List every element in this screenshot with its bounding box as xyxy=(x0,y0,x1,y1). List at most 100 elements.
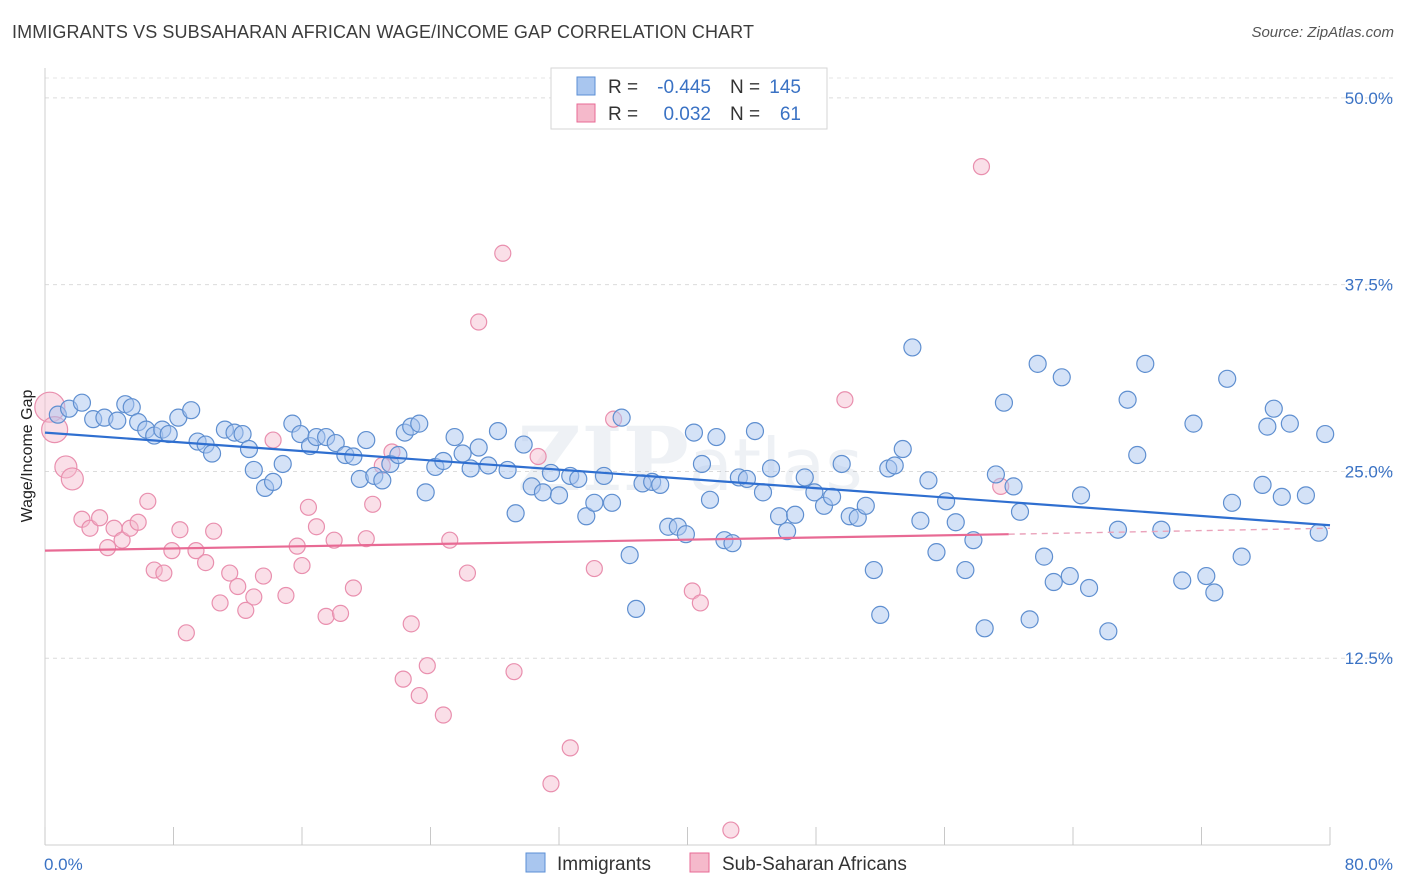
immigrants-point xyxy=(1222,493,1242,512)
immigrants-point xyxy=(919,471,938,490)
sub-saharan-point xyxy=(691,594,709,612)
immigrants-point xyxy=(498,460,517,480)
immigrants-point xyxy=(344,447,363,466)
sub-saharan-point xyxy=(494,244,512,262)
sub-saharan-point xyxy=(441,531,459,549)
immigrants-point xyxy=(822,487,842,506)
immigrants-point xyxy=(488,421,508,441)
immigrants-point xyxy=(903,338,922,357)
immigrants-point xyxy=(1296,486,1316,505)
immigrants-point xyxy=(871,605,890,624)
immigrants-point xyxy=(326,433,345,453)
sub-saharan-point xyxy=(364,495,382,513)
sub-saharan-point xyxy=(418,657,436,675)
immigrants-point xyxy=(1079,578,1099,598)
sub-saharan-point xyxy=(254,567,273,585)
immigrants-point xyxy=(577,507,596,526)
immigrants-point xyxy=(956,560,975,580)
source-label: Source: ZipAtlas.com xyxy=(1251,24,1394,41)
legend-r-label-1: R = xyxy=(608,77,638,98)
immigrants-point xyxy=(569,469,588,489)
sub-saharan-point xyxy=(293,556,311,575)
immigrants-point xyxy=(946,513,965,532)
immigrants-point xyxy=(182,401,201,420)
legend-n-label-2: N = xyxy=(730,104,760,125)
immigrants-point xyxy=(885,456,904,475)
series-legend: Immigrants Sub-Saharan Africans xyxy=(525,852,907,875)
y-tick-label: 50.0% xyxy=(1345,89,1393,108)
immigrants-point xyxy=(373,471,392,490)
immigrants-point xyxy=(692,454,712,474)
immigrants-point xyxy=(1184,414,1203,433)
immigrants-point xyxy=(753,483,773,502)
blue-swatch xyxy=(576,76,596,96)
x-axis-ticks xyxy=(44,827,1331,845)
sub-saharan-point xyxy=(434,706,452,724)
immigrants-point xyxy=(1316,424,1335,444)
legend-n-value-2: 61 xyxy=(780,104,801,125)
legend-r-value-2: 0.032 xyxy=(663,104,711,125)
immigrants-point xyxy=(594,466,614,486)
immigrants-point xyxy=(72,393,92,412)
immigrants-point xyxy=(856,496,875,515)
sub-saharan-point xyxy=(145,561,163,579)
immigrants-point xyxy=(700,490,720,509)
sub-saharan-point xyxy=(155,564,173,582)
immigrants-point xyxy=(745,421,765,441)
y-tick-labels: 12.5% 25.0% 37.5% 50.0% xyxy=(1345,89,1393,668)
immigrants-point xyxy=(1034,547,1054,566)
immigrants-point xyxy=(1205,583,1224,602)
immigrants-point xyxy=(626,599,646,619)
immigrants-point xyxy=(1044,572,1063,592)
immigrants-point xyxy=(357,430,376,450)
immigrants-trend-line xyxy=(44,431,1331,527)
sub-saharan-point xyxy=(197,553,215,572)
immigrants-point xyxy=(1253,475,1272,494)
sub-saharan-point xyxy=(163,542,181,560)
immigrants-point xyxy=(202,444,222,463)
sub-saharan-point xyxy=(972,158,991,176)
sub-saharan-point xyxy=(410,686,428,705)
trend-lines xyxy=(44,431,1331,552)
sub-saharan-point xyxy=(542,775,560,793)
immigrants-point xyxy=(108,411,127,430)
legend-swatch-subsaharan xyxy=(689,852,710,873)
immigrants-point xyxy=(986,465,1006,484)
immigrants-point xyxy=(506,504,525,523)
sub-saharan-point xyxy=(683,582,701,600)
sub-saharan-point xyxy=(836,391,854,409)
sub-saharan-point xyxy=(187,542,205,560)
immigrants-point xyxy=(1152,520,1171,539)
sub-saharan-point xyxy=(344,579,362,597)
sub-saharan-point xyxy=(113,531,131,549)
immigrants-point xyxy=(795,468,814,487)
sub-saharan-point xyxy=(505,663,523,681)
sub-saharan-point xyxy=(470,313,488,331)
immigrants-point xyxy=(1218,369,1237,388)
sub-saharan-point xyxy=(129,513,147,531)
sub-saharan-point xyxy=(245,588,263,606)
immigrants-point xyxy=(273,454,292,474)
immigrants-point xyxy=(1060,566,1079,586)
sub-saharan-point xyxy=(561,739,579,757)
immigrants-point xyxy=(832,454,851,474)
immigrants-point xyxy=(612,408,631,427)
sub-saharan-point xyxy=(205,522,223,540)
immigrants-point xyxy=(1280,414,1299,433)
x-tick-label-min: 0.0% xyxy=(44,855,83,874)
immigrants-point xyxy=(549,486,569,505)
immigrants-point xyxy=(761,459,781,478)
sub-saharan-point xyxy=(264,431,282,449)
immigrants-point xyxy=(453,444,472,463)
immigrants-point xyxy=(469,438,488,457)
immigrants-point xyxy=(1232,547,1251,566)
sub-saharan-point xyxy=(722,821,740,839)
immigrants-point xyxy=(777,522,797,541)
immigrants-point xyxy=(1010,502,1030,521)
sub-saharan-point xyxy=(458,564,477,582)
immigrants-point xyxy=(445,427,464,447)
immigrants-point xyxy=(707,427,726,447)
sub-saharan-point xyxy=(307,518,326,536)
sub-saharan-point xyxy=(357,530,375,548)
immigrants-point xyxy=(1173,571,1192,590)
